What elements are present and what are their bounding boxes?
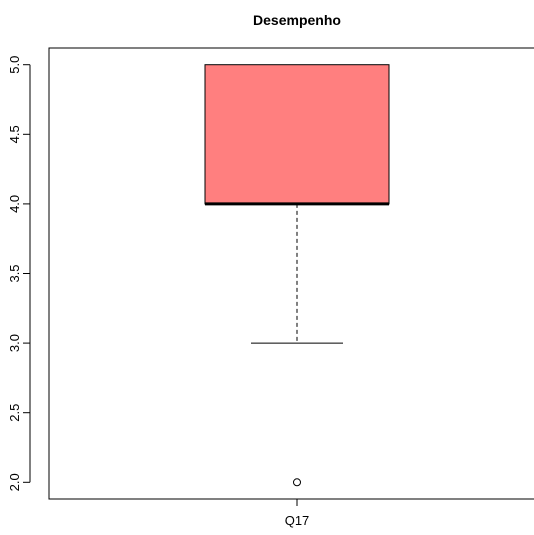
x-axis: Q17 bbox=[285, 499, 310, 528]
y-tick-label: 5.0 bbox=[7, 56, 22, 74]
y-axis: 2.0 2.5 3.0 3.5 4.0 4.5 5.0 bbox=[7, 56, 31, 491]
y-tick-label: 3.0 bbox=[7, 334, 22, 352]
outlier-point bbox=[293, 478, 301, 487]
y-tick-label: 2.0 bbox=[7, 473, 22, 491]
box-series bbox=[204, 64, 390, 487]
y-tick-label: 4.5 bbox=[7, 125, 22, 143]
chart-title: Desempenho bbox=[253, 12, 341, 28]
y-tick-label: 3.5 bbox=[7, 264, 22, 282]
y-tick-label: 2.5 bbox=[7, 404, 22, 422]
y-tick-label: 4.0 bbox=[7, 195, 22, 213]
x-tick-label: Q17 bbox=[285, 513, 310, 528]
box-iqr bbox=[204, 64, 390, 205]
